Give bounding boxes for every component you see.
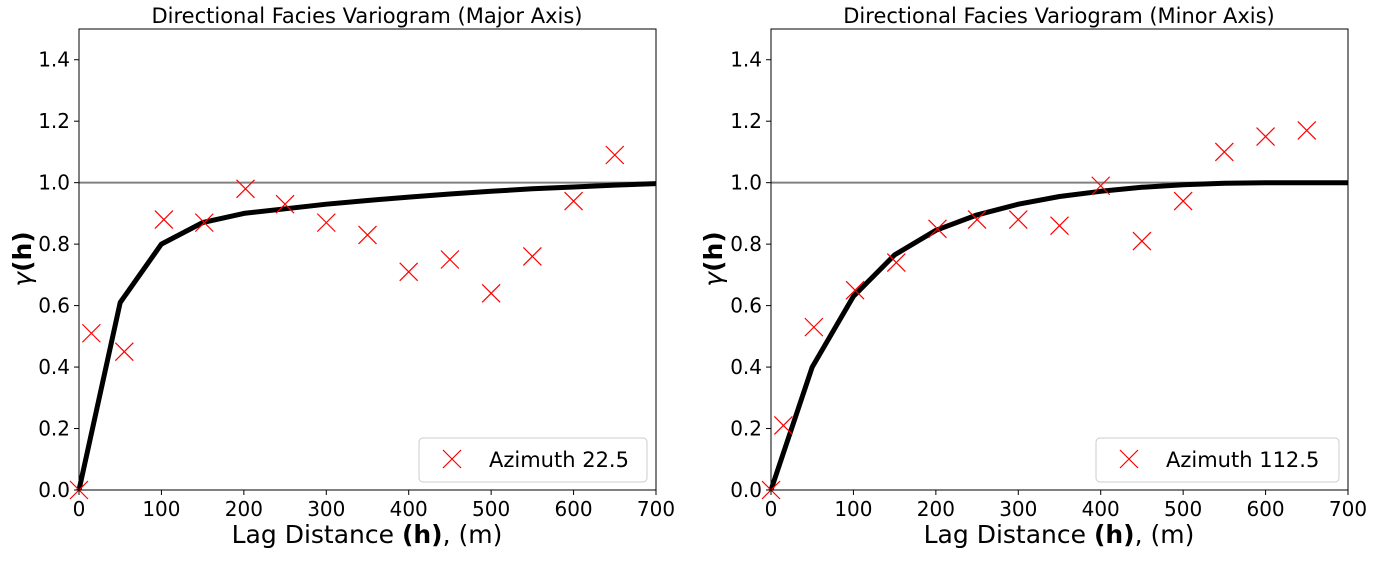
chart-panel-major-axis: Directional Facies Variogram (Major Axis… xyxy=(8,4,675,549)
data-point xyxy=(773,416,793,435)
legend: Azimuth 112.5 xyxy=(1095,437,1340,483)
y-tick-label: 0.2 xyxy=(38,417,70,441)
y-tick-label: 0.0 xyxy=(730,478,762,502)
y-tick-label: 0.8 xyxy=(730,232,762,256)
legend-marker-icon xyxy=(442,449,462,469)
data-point xyxy=(481,283,501,303)
x-tick-label: 300 xyxy=(999,497,1037,521)
x-axis-label: Lag Distance (h), (m) xyxy=(232,520,503,549)
x-tick-label: 0 xyxy=(765,497,778,521)
y-tick-label: 0.6 xyxy=(38,294,70,318)
data-point xyxy=(440,250,460,269)
x-tick-label: 200 xyxy=(917,497,955,521)
x-tick-label: 400 xyxy=(1082,497,1120,521)
y-axis-label: γ(h) xyxy=(8,231,37,286)
y-tick-label: 1.2 xyxy=(38,109,70,133)
chart-title: Directional Facies Variogram (Minor Axis… xyxy=(843,4,1274,28)
data-point xyxy=(928,219,947,239)
y-axis-label: γ(h) xyxy=(699,231,728,286)
x-tick-label: 500 xyxy=(472,497,510,521)
x-tick-label: 0 xyxy=(73,497,86,521)
data-point xyxy=(399,262,419,282)
data-point xyxy=(236,179,255,199)
x-tick-label: 400 xyxy=(390,497,428,521)
data-point xyxy=(886,253,906,272)
data-point xyxy=(1173,191,1193,211)
data-point xyxy=(605,145,625,165)
data-point xyxy=(564,191,583,211)
data-point xyxy=(1008,210,1028,229)
data-point xyxy=(845,280,865,300)
data-point xyxy=(316,213,336,233)
data-point xyxy=(194,213,214,233)
y-tick-label: 1.4 xyxy=(730,48,762,72)
y-tick-label: 1.0 xyxy=(38,171,70,195)
data-point xyxy=(1091,176,1111,196)
legend-marker-icon xyxy=(1119,449,1139,469)
x-tick-label: 300 xyxy=(307,497,345,521)
x-tick-label: 200 xyxy=(225,497,263,521)
data-point xyxy=(522,247,542,266)
variogram-model-line xyxy=(768,180,1348,491)
x-tick-label: 700 xyxy=(1329,497,1367,521)
y-tick-label: 0.4 xyxy=(38,355,70,379)
x-tick-label: 500 xyxy=(1164,497,1202,521)
x-tick-label: 600 xyxy=(1246,497,1284,521)
y-tick-label: 1.4 xyxy=(38,48,70,72)
data-point xyxy=(1256,127,1275,146)
data-point xyxy=(114,342,134,362)
x-axis-label: Lag Distance (h), (m) xyxy=(924,520,1195,549)
data-point xyxy=(275,194,295,214)
y-tick-label: 0.0 xyxy=(38,478,70,502)
x-tick-label: 100 xyxy=(834,497,872,521)
x-tick-label: 700 xyxy=(637,497,675,521)
data-point xyxy=(804,317,824,337)
data-point xyxy=(154,210,174,229)
data-point xyxy=(81,323,101,343)
data-point xyxy=(358,225,377,245)
legend-box xyxy=(1095,437,1340,483)
legend-label: Azimuth 22.5 xyxy=(489,448,629,472)
y-tick-label: 1.2 xyxy=(730,109,762,133)
data-point xyxy=(1297,120,1317,140)
y-tick-label: 1.0 xyxy=(730,171,762,195)
data-point xyxy=(967,210,987,229)
data-point xyxy=(1214,142,1234,162)
y-tick-label: 0.8 xyxy=(38,232,70,256)
legend: Azimuth 22.5 xyxy=(418,437,648,483)
variogram-model-line xyxy=(76,181,657,491)
data-point xyxy=(1050,216,1069,236)
chart-panel-minor-axis: Directional Facies Variogram (Minor Axis… xyxy=(699,4,1367,549)
x-tick-label: 100 xyxy=(142,497,180,521)
plot-frame xyxy=(78,28,657,491)
y-tick-label: 0.4 xyxy=(730,355,762,379)
data-point xyxy=(1132,231,1152,251)
plot-frame xyxy=(770,28,1349,491)
x-tick-label: 600 xyxy=(554,497,592,521)
legend-label: Azimuth 112.5 xyxy=(1166,448,1319,472)
y-tick-label: 0.2 xyxy=(730,417,762,441)
y-tick-label: 0.6 xyxy=(730,294,762,318)
chart-title: Directional Facies Variogram (Major Axis… xyxy=(151,4,582,28)
legend-box xyxy=(418,437,648,483)
